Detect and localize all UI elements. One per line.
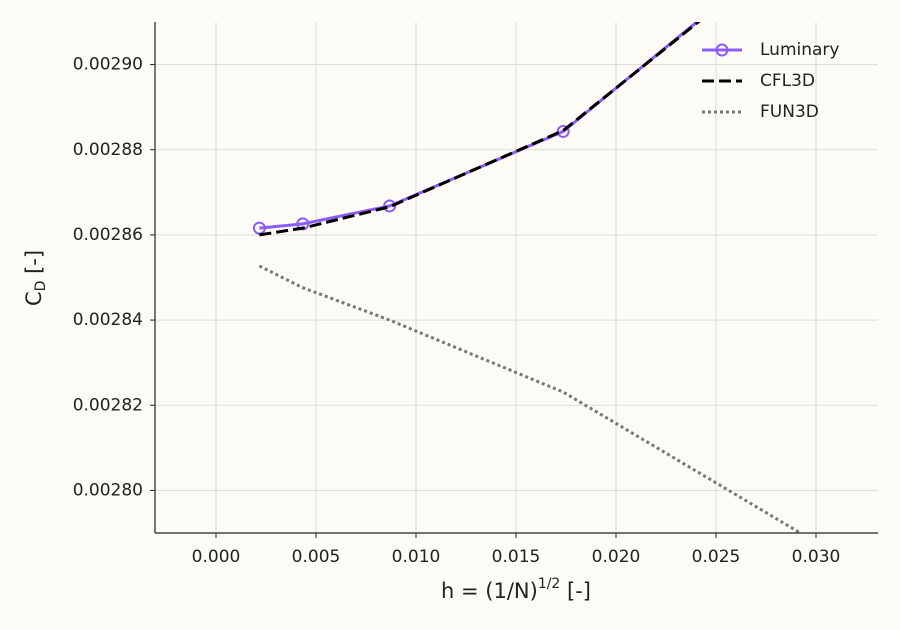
legend-label: Luminary — [760, 40, 839, 60]
y-label-sub: D — [33, 281, 49, 292]
x-tick-label: 0.005 — [292, 547, 341, 567]
x-label-text: h = (1/N) — [441, 579, 538, 603]
y-axis-label: CD [-] — [22, 250, 49, 306]
legend-label: CFL3D — [760, 71, 815, 91]
x-tick-label: 0.030 — [792, 547, 841, 567]
x-tick-label: 0.025 — [692, 547, 741, 567]
x-tick-label: 0.000 — [192, 547, 241, 567]
x-label-sup: 1/2 — [538, 576, 561, 592]
y-tick-label: 0.00282 — [73, 395, 143, 415]
y-label-text: C — [22, 291, 46, 306]
series-line — [258, 264, 804, 533]
legend-marker — [715, 43, 729, 57]
x-label-rest: [-] — [560, 579, 591, 603]
x-axis-label: h = (1/N)1/2 [-] — [441, 576, 591, 603]
y-label-rest: [-] — [22, 250, 46, 281]
y-tick-label: 0.00286 — [73, 225, 143, 245]
x-tick-label: 0.020 — [592, 547, 641, 567]
x-tick-label: 0.015 — [492, 547, 541, 567]
y-tick-label: 0.00290 — [73, 55, 143, 75]
legend-label: FUN3D — [760, 102, 819, 122]
y-tick-label: 0.00280 — [73, 480, 143, 500]
grid — [155, 22, 878, 533]
y-tick-label: 0.00288 — [73, 140, 143, 160]
plot-area — [252, 22, 804, 533]
y-tick-label: 0.00284 — [73, 310, 143, 330]
series-line — [259, 22, 700, 230]
legend: Luminary CFL3D FUN3D — [702, 40, 839, 122]
x-tick-label: 0.010 — [392, 547, 441, 567]
